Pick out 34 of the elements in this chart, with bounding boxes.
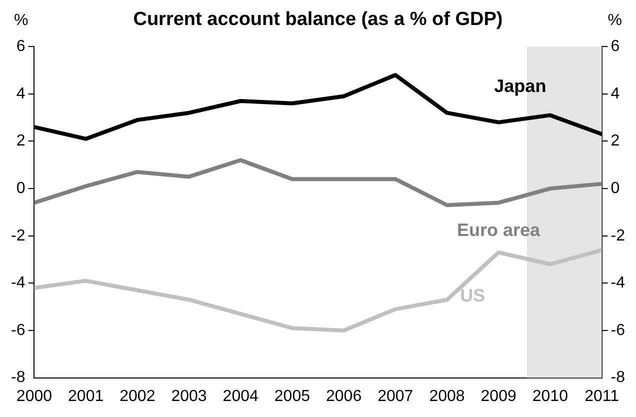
chart-title: Current account balance (as a % of GDP) [133,9,503,30]
y-tick-label: 2 [16,132,26,150]
x-tick-label: 2005 [274,388,310,405]
y-tick-label: 0 [16,180,26,197]
y-tick-label: 4 [16,85,26,102]
x-tick-label: 2006 [326,388,362,405]
series-label: Japan [494,76,546,96]
series-label: US [460,285,486,306]
x-tick-label: 2008 [429,388,465,405]
series-label: Euro area [456,220,542,240]
x-tick-label: 2001 [68,388,104,405]
y2-tick-label: -4 [610,274,626,292]
y2-tick-label: 2 [610,132,620,150]
x-tick-label: 2011 [584,388,620,405]
y-tick-label: 6 [16,38,26,56]
y-tick-label: -8 [10,369,26,386]
y2-tick-label: -2 [610,227,626,244]
x-tick-label: 2010 [532,388,568,405]
y2-tick-label: -8 [610,369,626,386]
y2-axis-title: % [608,12,622,30]
y-tick-label: -6 [10,322,26,339]
x-tick-label: 2003 [171,388,207,405]
x-tick-label: 2002 [120,388,156,405]
y2-tick-label: 6 [610,38,620,56]
y2-tick-label: 4 [610,85,620,102]
y2-tick-label: -6 [610,322,626,339]
y-axis-title: % [14,12,28,30]
y-tick-label: -4 [10,274,26,292]
y-tick-label: -2 [10,227,26,244]
x-tick-label: 2000 [16,388,52,405]
x-tick-label: 2009 [480,388,516,405]
x-tick-label: 2007 [378,388,414,405]
y2-tick-label: 0 [610,180,620,197]
x-tick-label: 2004 [222,388,259,405]
